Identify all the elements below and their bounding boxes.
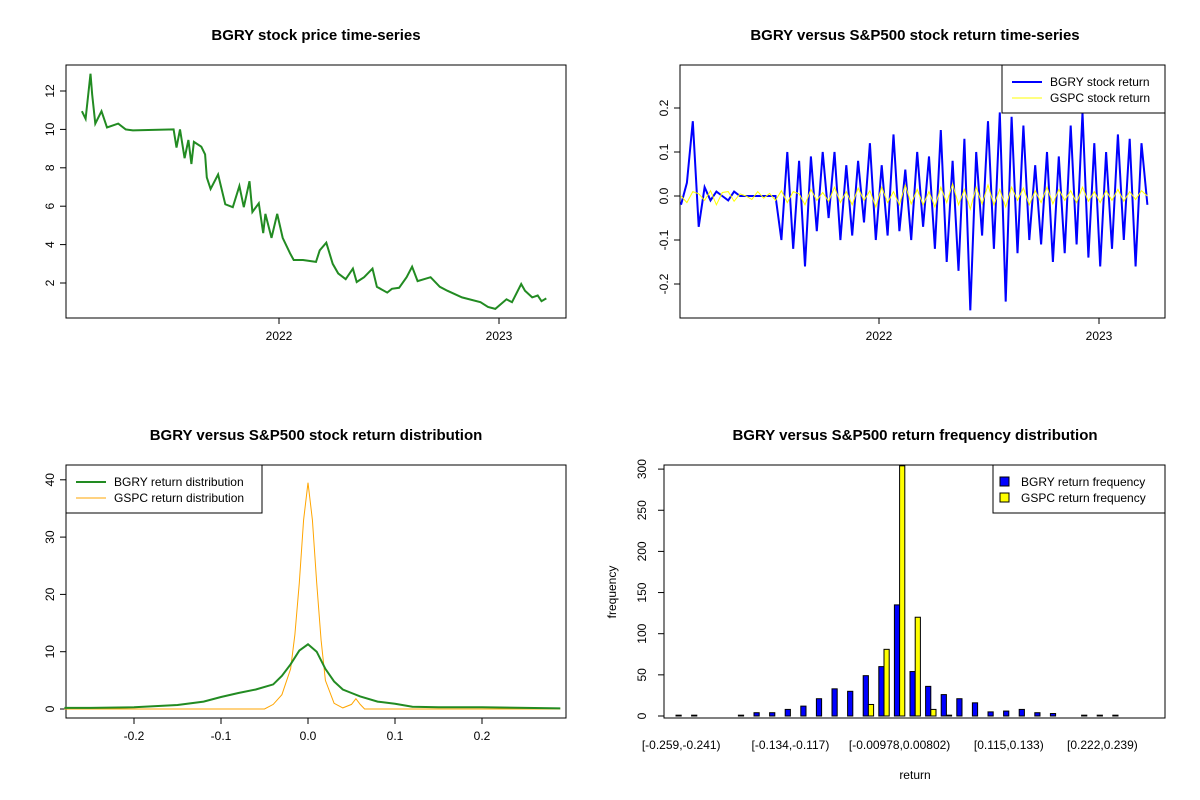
price-plot-box xyxy=(65,64,567,319)
histogram-bar-bgry xyxy=(956,698,963,717)
histogram-bar-bgry xyxy=(737,714,745,717)
returns-y-tick-label: 0.0 xyxy=(657,187,671,204)
histogram-bar-bgry xyxy=(847,690,854,717)
histogram-bar-bgry xyxy=(862,675,869,717)
histogram-bar-bgry xyxy=(1034,712,1041,717)
histogram-x-tick-label: [-0.134,-0.117) xyxy=(751,738,829,752)
price-x-tick-label: 2022 xyxy=(266,329,293,343)
returns-legend-label: GSPC stock return xyxy=(1050,91,1150,105)
histogram-bar-gspc xyxy=(899,465,906,717)
histogram-bar-bgry xyxy=(691,714,698,717)
histogram-y-tick-label: 0 xyxy=(635,712,649,719)
returns-y-tick-label: -0.1 xyxy=(657,229,671,250)
returns-legend-label: BGRY stock return xyxy=(1050,75,1150,89)
histogram-bar-bgry xyxy=(878,666,885,717)
histogram-bar-bgry xyxy=(1081,714,1088,717)
histogram-bar-bgry xyxy=(1018,708,1025,717)
histogram-bar-bgry xyxy=(1112,714,1119,717)
histogram-y-tick-label: 150 xyxy=(635,582,649,602)
histogram-x-tick-label: [-0.00978,0.00802) xyxy=(849,738,950,752)
price-line xyxy=(81,73,547,310)
density-y-tick-label: 0 xyxy=(43,705,57,712)
price-x-tick-label: 2023 xyxy=(486,329,513,343)
price-y-tick-label: 10 xyxy=(43,122,57,136)
price-y-tick-label: 6 xyxy=(43,203,57,210)
histogram-bar-bgry xyxy=(987,711,994,717)
histogram-x-tick-label: [0.222,0.239) xyxy=(1067,738,1138,752)
histogram-bar-gspc xyxy=(867,703,875,717)
histogram-x-tick-label: [0.115,0.133) xyxy=(974,738,1044,752)
returns-y-tick-label: -0.2 xyxy=(657,273,671,294)
price-y-tick-label: 12 xyxy=(43,84,57,98)
density-line-bgry xyxy=(64,643,561,710)
density-legend xyxy=(65,464,263,514)
density-y-tick-label: 40 xyxy=(43,473,57,487)
returns-legend xyxy=(1001,64,1166,114)
histogram-y-tick-label: 300 xyxy=(635,459,649,479)
histogram-y-tick-label: 100 xyxy=(635,623,649,643)
histogram-bar-bgry xyxy=(893,604,901,717)
density-plot-box xyxy=(65,464,567,719)
histogram-bar-bgry xyxy=(940,694,947,717)
histogram-bar-bgry xyxy=(925,685,932,717)
histogram-bar-bgry xyxy=(831,688,838,717)
chart-title-histogram: BGRY versus S&P500 return frequency dist… xyxy=(732,427,1097,444)
density-line-gspc xyxy=(64,482,561,710)
density-x-tick-label: 0.2 xyxy=(474,729,491,743)
histogram-legend-swatch xyxy=(999,492,1010,503)
density-x-tick-label: -0.1 xyxy=(211,729,232,743)
histogram-legend-label: BGRY return frequency xyxy=(1021,475,1145,489)
histogram-bar-bgry xyxy=(784,708,791,717)
histogram-bar-bgry xyxy=(1049,713,1057,717)
chart-title-density: BGRY versus S&P500 stock return distribu… xyxy=(150,427,483,444)
histogram-bar-bgry xyxy=(971,702,979,717)
histogram-bar-bgry xyxy=(800,705,807,717)
returns-y-tick-label: 0.2 xyxy=(657,99,671,116)
density-x-tick-label: -0.2 xyxy=(124,729,145,743)
histogram-bar-gspc xyxy=(945,714,953,717)
histogram-bar-gspc xyxy=(883,648,890,717)
histogram-bar-bgry xyxy=(1003,710,1010,717)
chart-title-returns: BGRY versus S&P500 stock return time-ser… xyxy=(750,27,1079,44)
price-y-tick-label: 2 xyxy=(43,279,57,286)
returns-plot-box xyxy=(679,64,1166,319)
density-y-tick-label: 20 xyxy=(43,587,57,601)
histogram-bar-gspc xyxy=(930,708,937,717)
density-y-tick-label: 30 xyxy=(43,530,57,544)
histogram-legend xyxy=(992,464,1166,514)
histogram-ylabel: frequency xyxy=(605,566,619,619)
returns-x-tick-label: 2023 xyxy=(1086,329,1113,343)
chart-title-price: BGRY stock price time-series xyxy=(211,27,420,44)
histogram-y-tick-label: 50 xyxy=(635,668,649,682)
histogram-bar-bgry xyxy=(769,712,776,717)
density-x-tick-label: 0.1 xyxy=(387,729,404,743)
histogram-bar-bgry xyxy=(815,698,823,717)
histogram-xlabel: return xyxy=(899,768,930,782)
histogram-bar-bgry xyxy=(1096,714,1103,717)
returns-line-bgry xyxy=(680,112,1149,311)
histogram-bar-gspc xyxy=(914,616,921,717)
density-legend-label: GSPC return distribution xyxy=(114,491,244,505)
histogram-bar-bgry xyxy=(753,712,760,717)
histogram-y-tick-label: 250 xyxy=(635,500,649,520)
histogram-bar-bgry xyxy=(675,714,682,717)
histogram-plot-box xyxy=(663,464,1166,719)
returns-x-tick-label: 2022 xyxy=(866,329,893,343)
histogram-x-tick-label: [-0.259,-0.241) xyxy=(642,738,721,752)
returns-y-tick-label: 0.1 xyxy=(657,143,671,160)
price-y-tick-label: 8 xyxy=(43,164,57,171)
histogram-legend-swatch xyxy=(999,476,1010,487)
density-x-tick-label: 0.0 xyxy=(300,729,317,743)
histogram-legend-label: GSPC return frequency xyxy=(1021,491,1146,505)
histogram-y-tick-label: 200 xyxy=(635,541,649,561)
price-y-tick-label: 4 xyxy=(43,241,57,248)
density-y-tick-label: 10 xyxy=(43,645,57,659)
density-legend-label: BGRY return distribution xyxy=(114,475,244,489)
returns-line-gspc xyxy=(680,181,1148,212)
histogram-bar-bgry xyxy=(909,671,916,717)
